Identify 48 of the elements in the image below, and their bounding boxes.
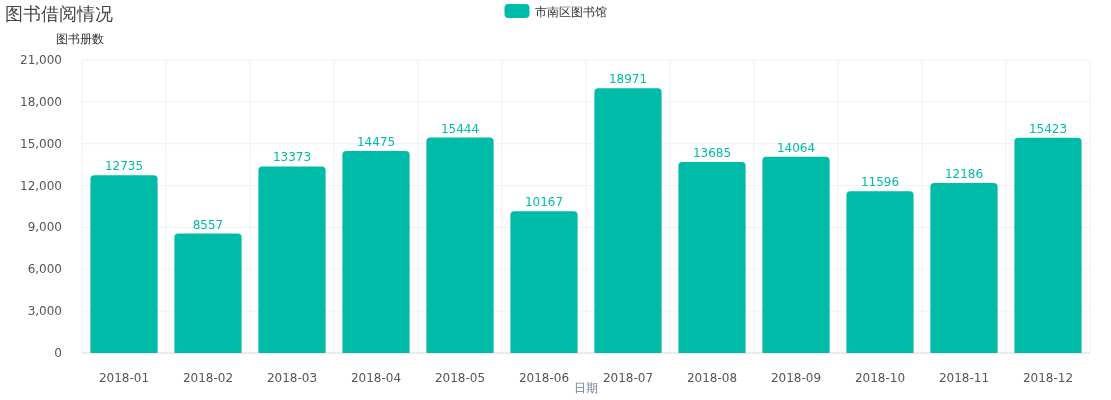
data-label: 15444 bbox=[440, 121, 480, 136]
bar bbox=[678, 162, 746, 353]
x-tick-label: 2018-02 bbox=[182, 371, 234, 385]
bar bbox=[846, 191, 914, 353]
data-label: 13373 bbox=[272, 150, 312, 165]
x-axis-title: 日期 bbox=[574, 381, 598, 395]
x-tick-label: 2018-09 bbox=[770, 371, 822, 385]
y-tick-label: 12,000 bbox=[20, 178, 62, 193]
data-label: 14475 bbox=[356, 135, 396, 150]
bar bbox=[594, 88, 662, 353]
x-tick-label: 2018-05 bbox=[434, 371, 486, 385]
x-tick-label: 2018-12 bbox=[1022, 371, 1074, 385]
data-label: 18971 bbox=[608, 72, 648, 87]
bar bbox=[258, 166, 326, 353]
y-tick-label: 3,000 bbox=[27, 304, 62, 319]
y-tick-label: 9,000 bbox=[27, 220, 62, 235]
x-tick-label: 2018-08 bbox=[686, 371, 738, 385]
bar bbox=[426, 137, 494, 353]
y-tick-label: 15,000 bbox=[20, 136, 62, 151]
y-tick-label: 21,000 bbox=[20, 53, 62, 67]
x-tick-label: 2018-03 bbox=[266, 371, 318, 385]
data-label: 15423 bbox=[1028, 121, 1068, 136]
bar bbox=[930, 182, 998, 353]
x-tick-label: 2018-06 bbox=[518, 371, 570, 385]
bar bbox=[90, 175, 158, 353]
y-axis-title: 图书册数 bbox=[56, 32, 104, 46]
x-tick-label: 2018-01 bbox=[98, 371, 150, 385]
x-tick-label: 2018-04 bbox=[350, 371, 402, 385]
bar bbox=[342, 151, 410, 353]
data-label: 14064 bbox=[776, 140, 816, 155]
bar bbox=[1014, 137, 1082, 353]
data-label: 10167 bbox=[524, 195, 564, 210]
data-label: 12735 bbox=[104, 159, 144, 174]
bar bbox=[762, 156, 830, 353]
chart-title: 图书借阅情况 bbox=[5, 3, 113, 24]
x-tick-label: 2018-10 bbox=[854, 371, 906, 385]
y-tick-label: 6,000 bbox=[27, 262, 62, 277]
legend-label: 市南区图书馆 bbox=[534, 4, 607, 19]
data-label: 13685 bbox=[692, 146, 732, 161]
x-tick-label: 2018-07 bbox=[602, 371, 654, 385]
data-label: 12186 bbox=[944, 166, 984, 181]
bar bbox=[174, 233, 242, 353]
data-label: 11596 bbox=[860, 175, 900, 190]
data-label: 8557 bbox=[192, 217, 224, 232]
bar bbox=[510, 211, 578, 353]
y-tick-label: 0 bbox=[54, 346, 62, 360]
y-tick-label: 18,000 bbox=[20, 94, 62, 109]
x-tick-label: 2018-11 bbox=[938, 371, 990, 385]
